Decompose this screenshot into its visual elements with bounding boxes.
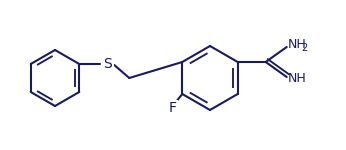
Text: NH: NH (288, 39, 307, 51)
Text: F: F (168, 101, 176, 115)
Text: NH: NH (288, 72, 307, 84)
Text: 2: 2 (302, 43, 308, 53)
Text: S: S (103, 57, 112, 71)
